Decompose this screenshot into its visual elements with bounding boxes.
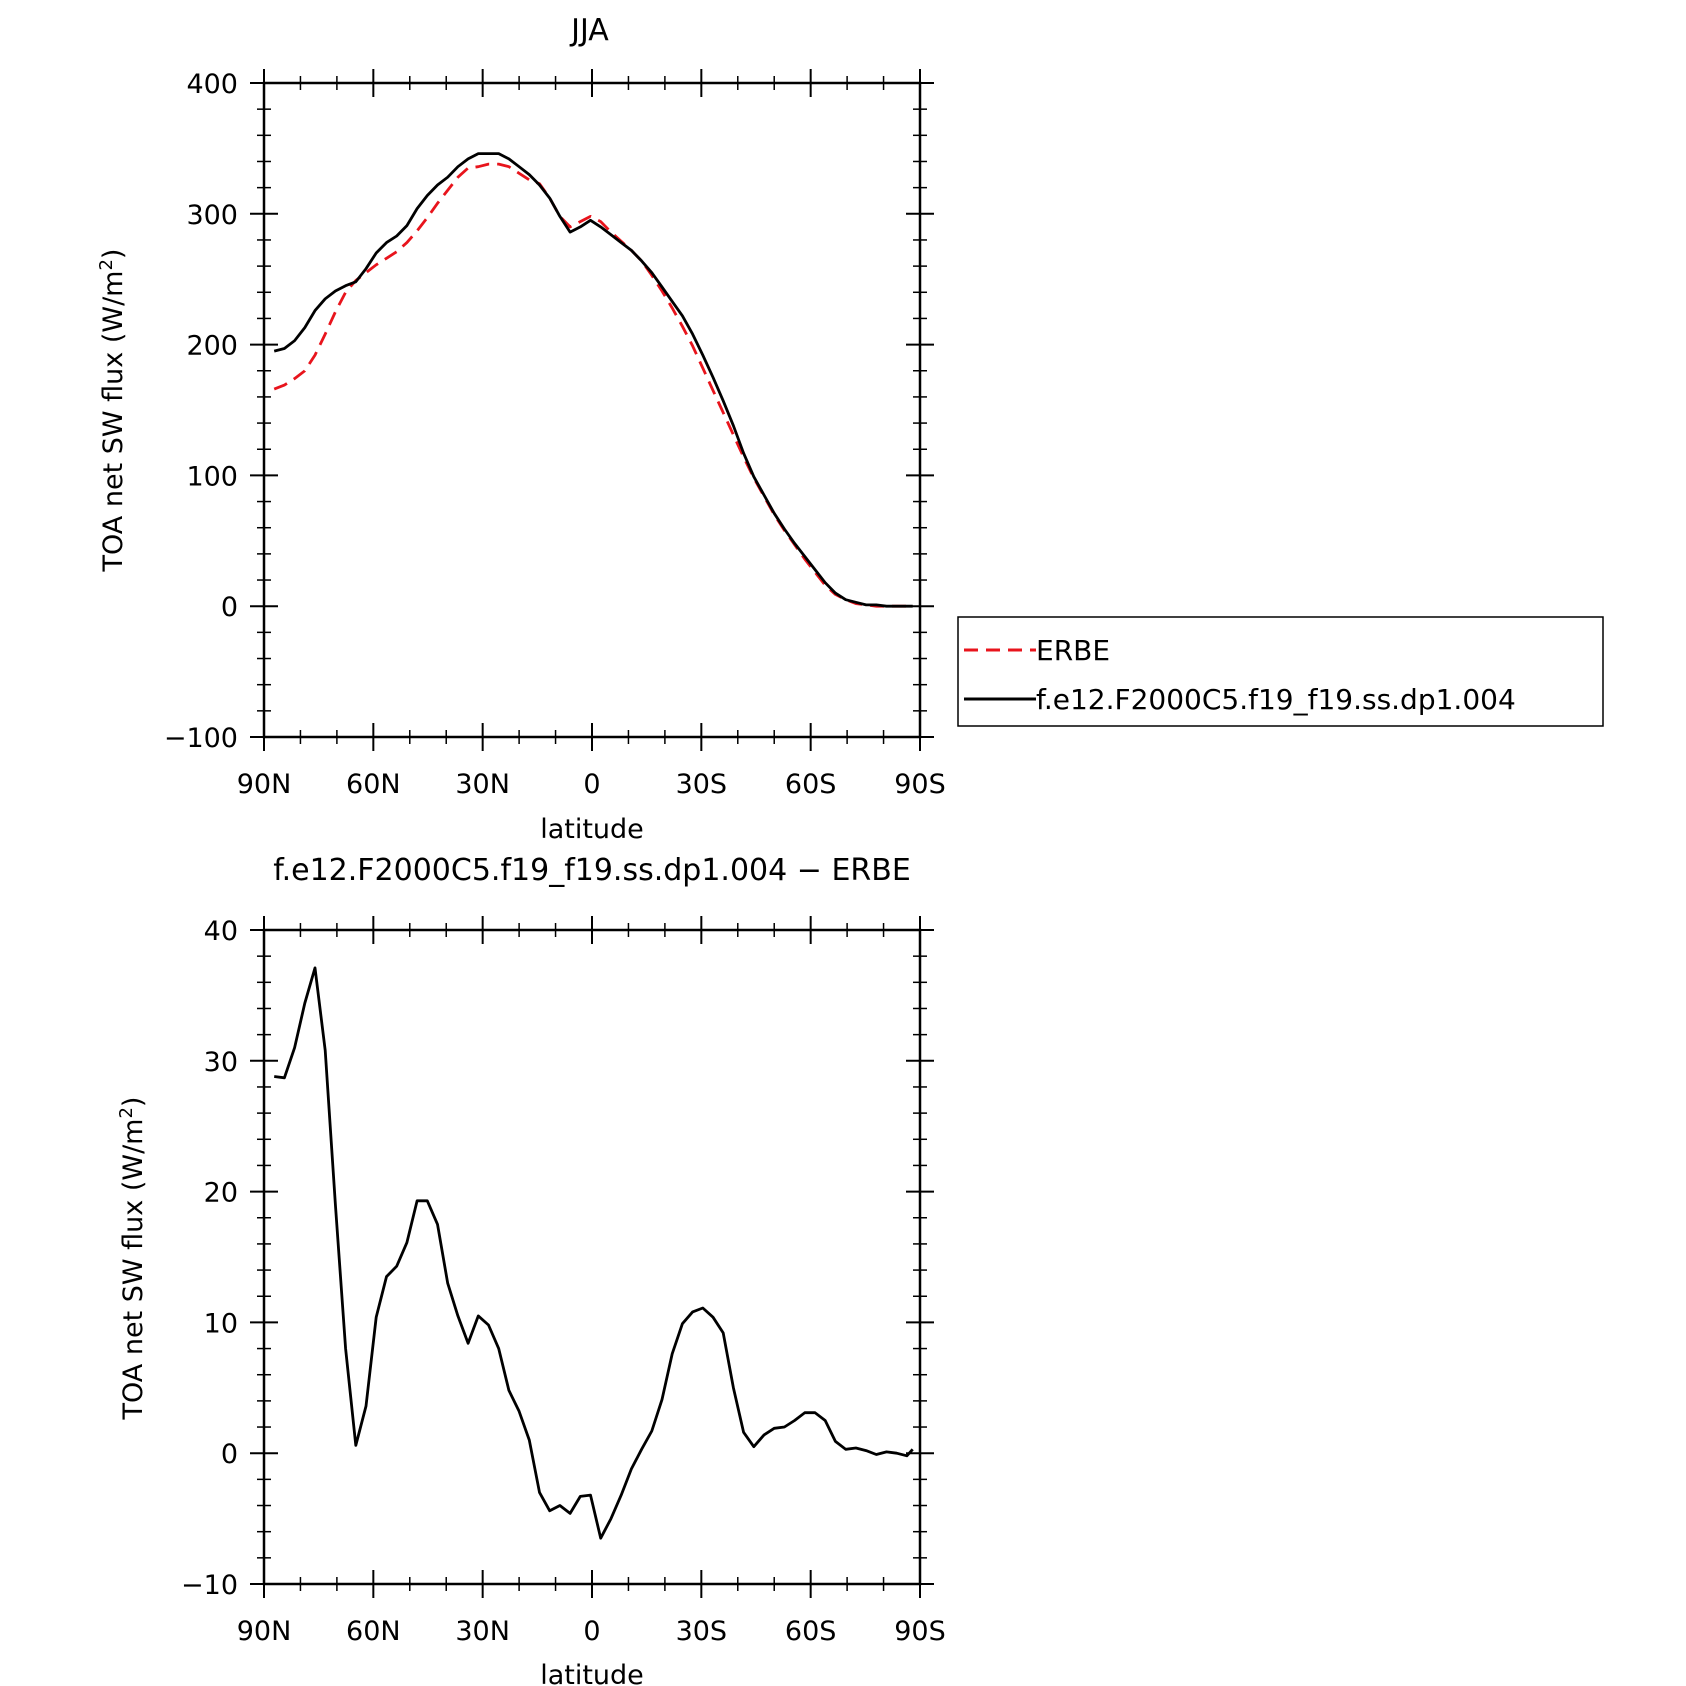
top-x-tick-label: 60N	[346, 769, 401, 800]
top-series-line-erbe	[273, 162, 913, 608]
bottom-y-axis-label: TOA net SW flux (W/m2)	[116, 1097, 149, 1421]
top-y-tick-label: −100	[164, 723, 238, 754]
bottom-series-line-model	[274, 966, 914, 1540]
bottom-chart-title: f.e12.F2000C5.f19_f19.ss.dp1.004 − ERBE	[273, 853, 911, 888]
bottom-x-tick-label: 90S	[894, 1616, 946, 1647]
bottom-panel: f.e12.F2000C5.f19_f19.ss.dp1.004 − ERBE …	[116, 853, 946, 1686]
top-series-layer	[273, 152, 913, 608]
bottom-y-tick-label: 40	[204, 916, 238, 947]
legend-label-erbe: ERBE	[1036, 634, 1110, 667]
top-y-tick-label: 300	[186, 200, 238, 231]
top-x-tick-label: 90N	[237, 769, 292, 800]
top-series-line-model	[273, 152, 913, 608]
top-y-tick-label: 200	[186, 331, 238, 362]
top-x-tick-label: 90S	[894, 769, 946, 800]
top-y-tick-label: 400	[186, 69, 238, 100]
top-y-tick-label: 0	[221, 592, 238, 623]
top-y-tick-label: 100	[186, 461, 238, 492]
bottom-y-tick-label: 20	[204, 1178, 238, 1209]
top-x-tick-label: 30S	[676, 769, 728, 800]
bottom-x-tick-label: 90N	[237, 1616, 292, 1647]
top-panel: JJA −100 0 100 200 300 400 90N 60N 30N 0 30S 60S 90S…	[96, 13, 1604, 845]
bottom-y-tick-label: 0	[221, 1439, 238, 1470]
bottom-plot-frame	[262, 928, 922, 1586]
bottom-y-tick-label: 10	[204, 1308, 238, 1339]
bottom-y-tick-label: −10	[181, 1570, 238, 1601]
legend-box	[957, 616, 1604, 727]
legend-label-model: f.e12.F2000C5.f19_f19.ss.dp1.004	[1036, 683, 1516, 716]
bottom-y-tick-label: 30	[204, 1047, 238, 1078]
bottom-x-tick-label: 30S	[676, 1616, 728, 1647]
top-chart-title: JJA	[569, 13, 609, 48]
top-y-axis-label: TOA net SW flux (W/m2)	[96, 249, 129, 573]
top-x-tick-label: 30N	[455, 769, 510, 800]
bottom-x-tick-label: 0	[583, 1616, 600, 1647]
bottom-x-tick-label: 30N	[455, 1616, 510, 1647]
bottom-axes-ticks: −10 0 10 20 30 40 90N 60N 30N 0 30S 60S 90S	[181, 916, 946, 1647]
bottom-x-tick-label: 60N	[346, 1616, 401, 1647]
legend: ERBE f.e12.F2000C5.f19_f19.ss.dp1.004	[957, 616, 1604, 727]
bottom-x-tick-label: 60S	[785, 1616, 837, 1647]
bottom-x-axis-label: latitude	[540, 1660, 644, 1686]
top-x-tick-label: 60S	[785, 769, 837, 800]
top-axes-ticks: −100 0 100 200 300 400 90N 60N 30N 0 30S 60S 90S	[164, 69, 946, 800]
top-plot-frame	[262, 81, 922, 739]
top-x-tick-label: 0	[583, 769, 600, 800]
top-x-axis-label: latitude	[540, 814, 644, 845]
bottom-series-layer	[274, 966, 914, 1540]
